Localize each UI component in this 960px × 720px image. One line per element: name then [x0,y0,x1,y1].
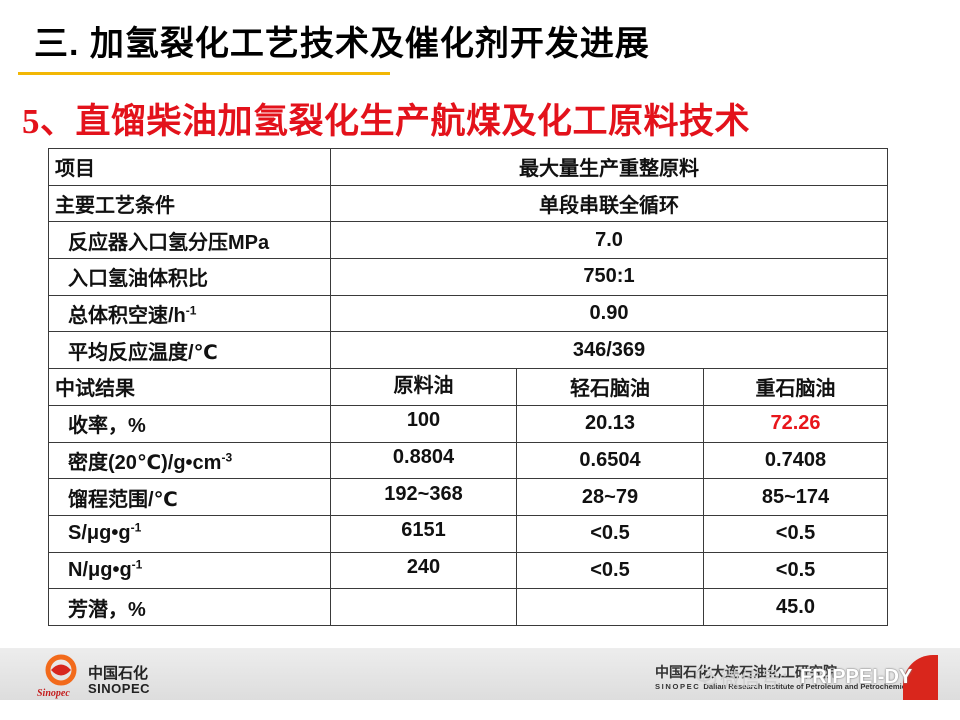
table-row: 馏程范围/℃ 192~368 28~79 85~174 [48,478,889,516]
row-value: 单段串联全循环 [329,184,889,223]
slide-title: 三. 加氢裂化工艺技术及催化剂开发进展 [34,25,650,63]
column-header: 重石脑油 [702,368,889,406]
row-value: 0.90 [329,294,889,333]
table-row: 项目 最大量生产重整原料 [48,148,889,186]
row-label-text: N/μg•g [68,558,132,581]
row-label: 主要工艺条件 [48,184,331,223]
table-cell [330,588,517,626]
table-header-row: 中试结果 原料油 轻石脑油 重石脑油 [48,368,889,406]
sinopec-logo-icon: Sinopec [37,654,77,699]
table-cell: <0.5 [702,514,889,553]
row-label: 馏程范围/℃ [48,478,331,516]
table-cell [516,588,704,626]
row-label-text: 密度(20℃)/g•cm [68,451,222,474]
row-label-superscript: -1 [131,557,143,572]
table-row: 反应器入口氢分压MPa 7.0 [48,221,889,260]
row-label-text: S/μg•g [68,522,131,545]
table-cell: 0.6504 [516,441,704,480]
row-label-superscript: -1 [185,303,197,318]
wechat-icon [695,668,717,686]
footer-band [0,648,960,700]
table-cell: 0.7408 [702,441,889,480]
institute-name: 中国石化大连石油化工研究院 SINOPEC Dalian Research Ins… [655,663,945,693]
institute-name-cn: 中国石化大连石油化工研究院 [655,664,837,680]
logo-lettering: Sinopec [37,688,70,699]
institute-en-prefix: SINOPEC [655,682,701,691]
row-label-text: 总体积空速/h [68,305,186,328]
row-label: 总体积空速/h-1 [48,294,331,333]
table-row: S/μg•g-1 6151 <0.5 <0.5 [48,514,889,553]
wechat-watermark: 微信号： FRIPPEI-DY [695,663,912,691]
row-label: 密度(20℃)/g•cm-3 [48,441,331,480]
section-subtitle: 5、直馏柴油加氢裂化生产航煤及化工原料技术 [22,102,751,141]
brand-name-en: SINOPEC [88,681,151,696]
institute-name-en: SINOPEC Dalian Research Institute of Petr… [655,681,945,693]
highlighted-cell: 72.26 [702,404,889,443]
brand-name-cn: 中国石化 [88,665,149,682]
column-header: 中试结果 [48,368,331,406]
row-label: 收率，% [48,404,331,443]
table-row: 总体积空速/h-1 0.90 [48,294,889,333]
table-cell: 192~368 [330,478,517,516]
table-cell: <0.5 [516,551,704,590]
table-cell: <0.5 [702,551,889,590]
row-label: 芳潜，% [48,588,331,626]
process-data-table: 项目 最大量生产重整原料 主要工艺条件 单段串联全循环 反应器入口氢分压MPa … [48,148,889,626]
row-label: S/μg•g-1 [48,514,331,553]
row-label: 反应器入口氢分压MPa [48,221,331,260]
row-value: 7.0 [329,221,889,260]
table-row: 入口氢油体积比 750:1 [48,258,889,296]
table-cell: 85~174 [702,478,889,516]
table-row: N/μg•g-1 240 <0.5 <0.5 [48,551,889,590]
row-value: 346/369 [329,331,889,370]
table-row: 密度(20℃)/g•cm-3 0.8804 0.6504 0.7408 [48,441,889,480]
institute-en-text: Dalian Research Institute of Petroleum a… [703,682,917,691]
row-label: 平均反应温度/℃ [48,331,331,370]
table-row: 收率，% 100 20.13 72.26 [48,404,889,443]
table-cell: 0.8804 [330,441,517,480]
row-label: 项目 [48,148,331,186]
row-value: 750:1 [329,258,889,296]
table-cell: 28~79 [516,478,704,516]
table-cell: 100 [330,404,517,443]
title-underline [18,72,390,75]
column-header: 原料油 [330,368,517,406]
row-value: 最大量生产重整原料 [329,148,889,186]
table-cell: 45.0 [702,588,889,626]
table-cell: 6151 [330,514,517,553]
row-label: 入口氢油体积比 [48,258,331,296]
column-header: 轻石脑油 [516,368,704,406]
row-label-superscript: -3 [221,450,233,465]
watermark-label: 微信号： [720,668,800,691]
table-cell: 240 [330,551,517,590]
table-row: 平均反应温度/℃ 346/369 [48,331,889,370]
watermark-account: FRIPPEI-DY [800,665,913,688]
table-row: 主要工艺条件 单段串联全循环 [48,184,889,223]
table-cell: <0.5 [516,514,704,553]
row-label-superscript: -1 [130,520,142,535]
table-row: 芳潜，% 45.0 [48,588,889,626]
row-label: N/μg•g-1 [48,551,331,590]
table-cell: 20.13 [516,404,704,443]
